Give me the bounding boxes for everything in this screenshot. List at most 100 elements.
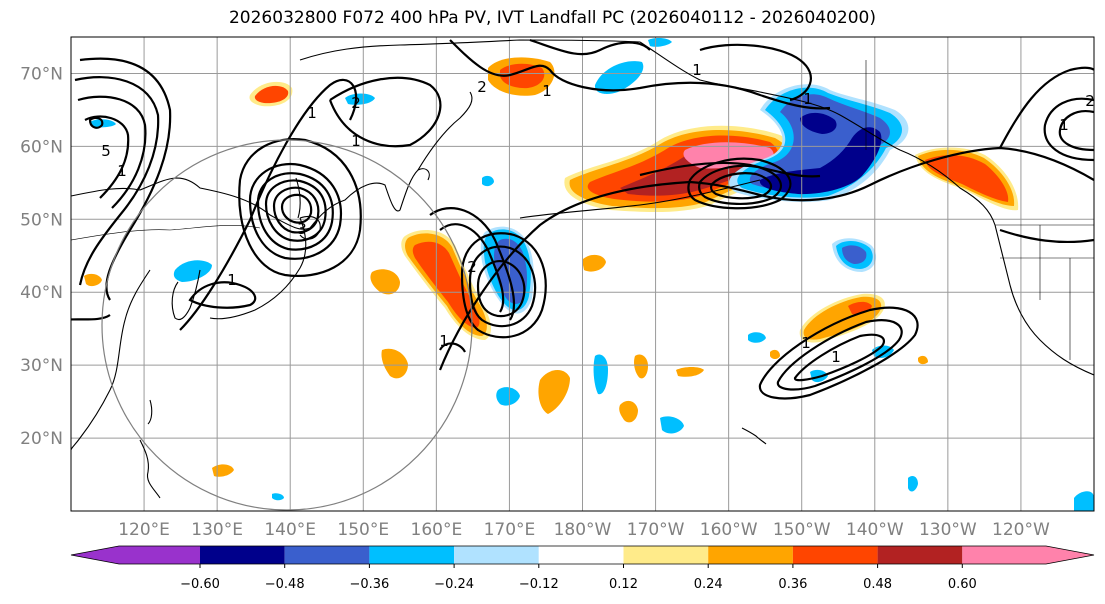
contour-subtrop-3: [793, 333, 885, 382]
contour-label: 3: [297, 220, 307, 238]
contour-low-170e: [476, 260, 526, 318]
contour-label: 2: [477, 78, 487, 96]
contour-gulf-low2: [697, 164, 783, 206]
contour-small-2: [439, 342, 466, 353]
contour-gulf-low3: [709, 172, 773, 200]
coast-siberia-n: [299, 39, 641, 61]
colorbar-extend-left: [71, 546, 119, 564]
contour-low1: [248, 162, 343, 260]
fill-orangered-160e: [412, 241, 480, 328]
longitude-label: 150°W: [773, 520, 831, 540]
latitude-label: 20°N: [20, 429, 63, 449]
coast-china: [71, 269, 151, 451]
border-russia-china: [71, 225, 261, 241]
colorbar-tick-label: 0.48: [863, 577, 892, 592]
fill-orange-blob23: [918, 355, 928, 365]
contour-siberia: [328, 76, 442, 148]
coast-taiwan: [147, 399, 153, 425]
coast-asia: [71, 168, 430, 230]
fill-cyan-blob18: [482, 175, 494, 187]
colorbar-tick-label: 0.12: [609, 577, 638, 592]
longitude-labels: 120°E 130°E 140°E 150°E 160°E 170°E 180°W 170°W…: [118, 520, 1050, 540]
colorbar-tick-label: −0.36: [349, 577, 389, 592]
contour-west-2: [74, 76, 160, 286]
contour-low4: [272, 186, 320, 234]
fill-cyan-blob3: [594, 61, 644, 94]
contour-label: 2: [467, 258, 477, 276]
contour-japan-outer: [179, 78, 358, 331]
colorbar-bin: [962, 546, 1046, 564]
longitude-label: 140°W: [846, 520, 904, 540]
contour-label: 1: [307, 104, 317, 122]
coast-hawaii: [741, 427, 767, 445]
fill-cyan-blob4: [173, 260, 212, 282]
latitude-label: 70°N: [20, 64, 63, 84]
contour-label: 5: [101, 142, 111, 160]
longitude-label: 120°E: [118, 520, 170, 540]
fill-cyan-blob26: [648, 37, 672, 47]
contour-low5: [280, 193, 313, 224]
longitude-label: 140°E: [264, 520, 316, 540]
fill-cyan-blob13: [496, 387, 520, 406]
colorbar-bin: [369, 546, 455, 564]
contour-west-3: [77, 95, 147, 209]
fill-cyan-blob28: [272, 493, 284, 501]
fill-orange-blob6: [370, 269, 400, 295]
contour-east-2: [1043, 97, 1094, 162]
contour-east-1: [999, 66, 1094, 149]
colorbar-tick-label: −0.24: [434, 577, 474, 592]
contour-trough-1: [429, 207, 516, 321]
colorbar-bin: [792, 546, 878, 564]
fill-cyan-blob12: [593, 354, 608, 395]
map-frame: [70, 36, 1095, 512]
fill-orange-blob17: [84, 273, 102, 287]
coast-kamchatka: [417, 91, 473, 171]
fill-orange-blob8: [582, 254, 606, 272]
colorbar-tick-label: 0.36: [778, 577, 807, 592]
contour-label: 1: [692, 61, 702, 79]
contour-label: 1: [1059, 116, 1069, 134]
fill-navy-alaska2: [800, 112, 837, 134]
colorbar-bin: [538, 546, 624, 564]
fill-cyan-blob5: [345, 93, 375, 105]
contour-label: 1: [803, 90, 813, 108]
longitude-label: 160°E: [411, 520, 463, 540]
contour-east-4: [999, 228, 1094, 244]
longitude-label: 160°W: [700, 520, 758, 540]
contour-west-5: [88, 116, 104, 129]
contour-low-170e-2: [468, 245, 537, 328]
longitude-label: 170°W: [627, 520, 685, 540]
contour-west-4: [84, 115, 130, 199]
latitude-label: 30°N: [20, 356, 63, 376]
fill-orange-blob1b: [254, 85, 289, 104]
longitude-label: 130°W: [919, 520, 977, 540]
contour-label: 1: [801, 334, 811, 352]
fill-orangered-blob2: [500, 63, 545, 89]
fill-orange-blob7: [381, 348, 408, 379]
fill-orange-blob9: [538, 369, 570, 414]
fill-cyan-blob25: [908, 476, 918, 492]
colorbar-bin: [623, 546, 709, 564]
colorbar-bin: [119, 546, 200, 564]
contour-label: 1: [439, 332, 449, 350]
contour-label: 2: [1085, 92, 1095, 110]
colorbar-extend-right: [1046, 546, 1094, 564]
coast-philippines: [139, 439, 161, 499]
latitude-labels: 70°N 60°N 50°N 40°N 30°N 20°N: [20, 64, 63, 449]
contour-arctic-1: [449, 39, 831, 110]
latitude-label: 40°N: [20, 283, 63, 303]
colorbar-bin: [877, 546, 963, 564]
contour-subtrop-2: [776, 319, 903, 391]
fill-orangered-bc: [925, 155, 1009, 202]
contour-arctic-2: [529, 38, 651, 56]
fill-cyan-blob19: [748, 332, 766, 343]
fill-cyan-blob24: [1074, 491, 1094, 511]
fill-cyan-blob14: [660, 416, 684, 434]
fill-blue-150w: [842, 245, 867, 264]
fill-navy-alaska: [759, 127, 882, 195]
colorbar-bin: [200, 546, 285, 564]
colorbar-tick-label: −0.12: [519, 577, 559, 592]
colorbar-tick-label: −0.48: [265, 577, 305, 592]
